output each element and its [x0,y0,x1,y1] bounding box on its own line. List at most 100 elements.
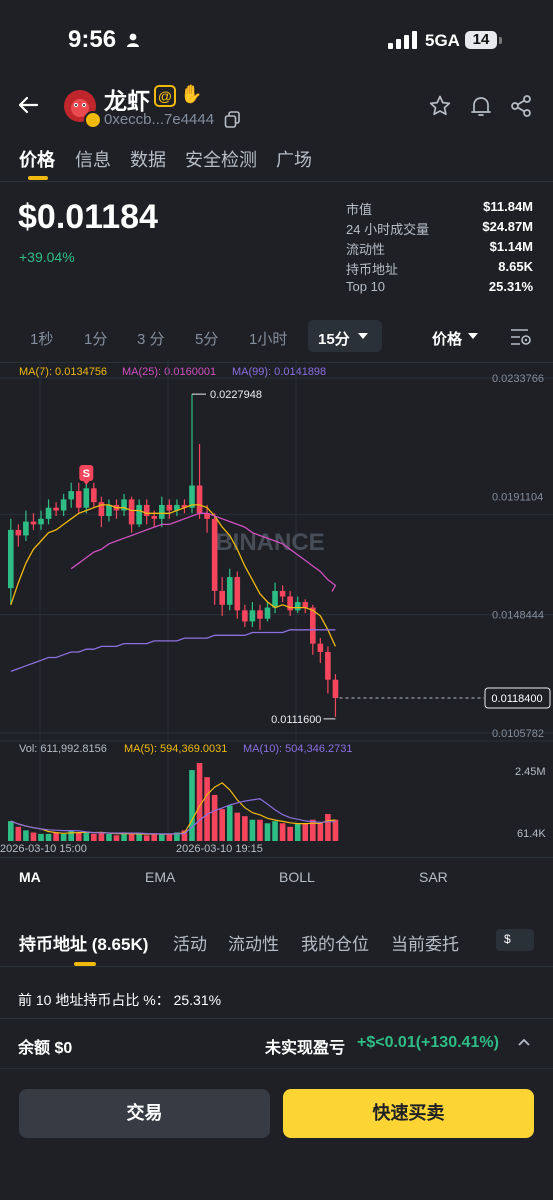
network-label: 5GA [425,31,460,50]
candle [151,516,158,519]
tab-my-position[interactable]: 我的仓位 [301,935,369,954]
candle [287,596,293,611]
ma7-line [10,504,336,647]
y-tick-label: 0.0233766 [492,373,544,385]
candle [30,521,37,525]
tab-liquidity[interactable]: 流动性 [228,935,279,954]
candle [53,507,59,511]
copy-icon[interactable] [224,111,241,128]
volume-bar [257,819,263,841]
volume-bar [68,830,74,841]
candle [302,602,309,608]
current-price-box [484,687,551,709]
status-time: 9:56 [68,26,117,53]
price-change: +39.04% [19,249,75,265]
candle [211,518,218,591]
binance-watermark: BINANCE [215,529,324,556]
vol-tick-label: 61.4K [517,828,546,840]
volume-bar [317,823,324,841]
volume-bar [332,819,339,841]
divider [0,857,553,858]
tab-activity[interactable]: 活动 [173,935,207,954]
indicator-ma[interactable]: MA [19,869,41,885]
volume-bar [136,833,142,841]
volume-bar [128,833,135,841]
battery-tip [499,37,502,44]
interval-15m-button[interactable] [308,320,382,352]
interval-1s[interactable]: 1秒 [30,331,54,348]
share-icon[interactable] [509,94,533,118]
volume-bar [325,814,331,841]
interval-1h[interactable]: 1小时 [249,331,288,348]
tab-data[interactable]: 数据 [130,150,166,170]
volume-bar [196,763,203,841]
back-arrow-icon[interactable] [16,93,40,117]
candle [310,607,316,644]
candle [23,521,29,536]
candle [38,518,44,525]
tab-holders[interactable]: 持币地址 (8.65K) [19,935,149,954]
volume-bar [23,830,29,841]
price-dropdown[interactable]: 价格 [432,331,463,348]
interval-1m[interactable]: 1分 [84,331,108,348]
signal-icon [388,31,417,49]
volume-bar [98,832,105,841]
volume-bar [113,835,120,841]
pnl-value: +$<0.01(+130.41%) [357,1034,499,1051]
current-price: $0.01184 [18,198,158,236]
indicator-sar[interactable]: SAR [419,869,448,885]
quick-trade-button[interactable]: 快速买卖 [283,1089,534,1138]
volume-bar [234,812,241,841]
volume-bar [91,833,97,841]
tab-price[interactable]: 价格 [19,150,55,170]
volume-bar [159,833,165,841]
star-icon[interactable] [428,94,452,118]
candle [98,502,105,517]
volume-bar [174,832,180,841]
candle [226,577,233,605]
candle [136,504,142,525]
tab-open-orders[interactable]: 当前委托 [391,935,459,954]
volume-bar [15,826,22,841]
tab-info[interactable]: 信息 [75,150,111,170]
interval-5m[interactable]: 5分 [195,331,219,348]
candle [242,610,248,622]
volume-bar [8,821,14,841]
volume-bar [211,794,218,841]
candle [249,610,256,622]
candle [128,499,135,525]
volume-bar [121,832,127,841]
high-price-label: 0.0227948 [210,389,262,401]
price-chart[interactable]: BINANCE 0.0233766 0.0191104 0.0148444 0.010… [0,360,553,858]
indicator-ema[interactable]: EMA [145,869,176,885]
volume-bar [264,823,271,841]
tab-square[interactable]: 广场 [276,150,312,170]
candle [257,610,263,619]
token-name: 龙虾 [104,88,150,114]
tab-security[interactable]: 安全检测 [185,150,257,170]
currency-toggle[interactable]: $ [496,929,534,951]
sell-marker [79,465,94,481]
candle [121,499,127,511]
indicator-boll[interactable]: BOLL [279,869,315,885]
bell-icon[interactable] [469,94,493,118]
volume-bar [83,832,90,841]
chain-badge-icon [84,111,102,129]
tab-underline [28,176,48,180]
interval-3m[interactable]: 3 分 [137,331,165,348]
candle [15,529,22,536]
currency-symbol: $ [504,932,511,946]
stat-value-liquidity: $1.14M [489,239,533,254]
volume-bar [53,832,59,841]
stat-label-holders: 持币地址 [346,262,399,277]
volume-bar [279,823,286,841]
candle [325,651,331,680]
volume-bar [106,833,112,841]
x-label-start: 2026-03-10 15:00 [0,843,87,855]
trade-button[interactable]: 交易 [19,1089,270,1138]
battery-icon: 14 [465,31,497,49]
candle [219,590,225,605]
candle [196,485,203,514]
chart-settings-icon[interactable] [510,327,532,347]
chevron-up-icon[interactable] [518,1038,530,1046]
